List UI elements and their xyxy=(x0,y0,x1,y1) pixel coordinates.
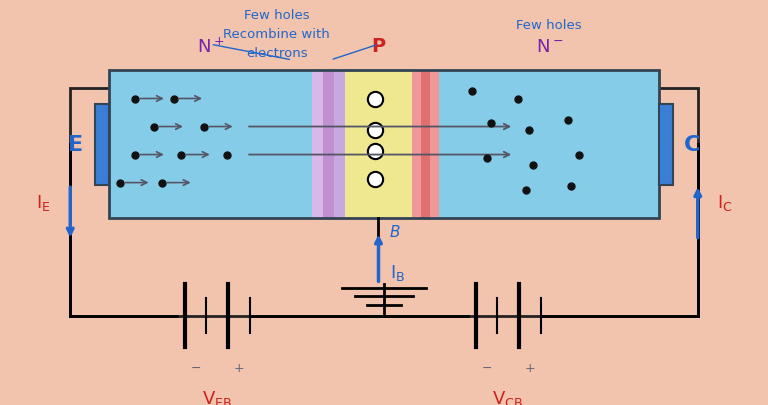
Bar xyxy=(412,71,421,218)
Text: B: B xyxy=(390,225,400,240)
Bar xyxy=(421,71,430,218)
Text: −: − xyxy=(190,361,201,374)
Bar xyxy=(430,71,439,218)
Text: P: P xyxy=(372,37,386,56)
Bar xyxy=(334,71,346,218)
Text: I$_\mathregular{E}$: I$_\mathregular{E}$ xyxy=(36,192,51,212)
Bar xyxy=(70,89,698,316)
Text: E: E xyxy=(68,135,83,155)
Bar xyxy=(439,71,660,218)
Text: V$_{\mathregular{CB}}$: V$_{\mathregular{CB}}$ xyxy=(492,388,524,405)
Text: I$_\mathregular{C}$: I$_\mathregular{C}$ xyxy=(717,192,733,212)
Text: N$^+$: N$^+$ xyxy=(197,37,224,56)
Text: electrons: electrons xyxy=(246,47,308,60)
Bar xyxy=(346,71,412,218)
Bar xyxy=(108,71,313,218)
Bar xyxy=(313,71,323,218)
Bar xyxy=(660,104,674,185)
Text: Few holes: Few holes xyxy=(244,9,310,22)
Bar xyxy=(108,71,660,218)
Text: Few holes: Few holes xyxy=(516,19,582,32)
Bar xyxy=(94,104,108,185)
Text: N$^-$: N$^-$ xyxy=(535,38,563,56)
Bar xyxy=(323,71,334,218)
Text: Recombine with: Recombine with xyxy=(223,28,330,41)
Text: I$_\mathregular{B}$: I$_\mathregular{B}$ xyxy=(390,262,406,282)
Text: −: − xyxy=(482,361,492,374)
Text: C: C xyxy=(684,135,700,155)
Text: V$_{\mathregular{EB}}$: V$_{\mathregular{EB}}$ xyxy=(202,388,232,405)
Text: +: + xyxy=(234,361,245,374)
Text: +: + xyxy=(525,361,535,374)
